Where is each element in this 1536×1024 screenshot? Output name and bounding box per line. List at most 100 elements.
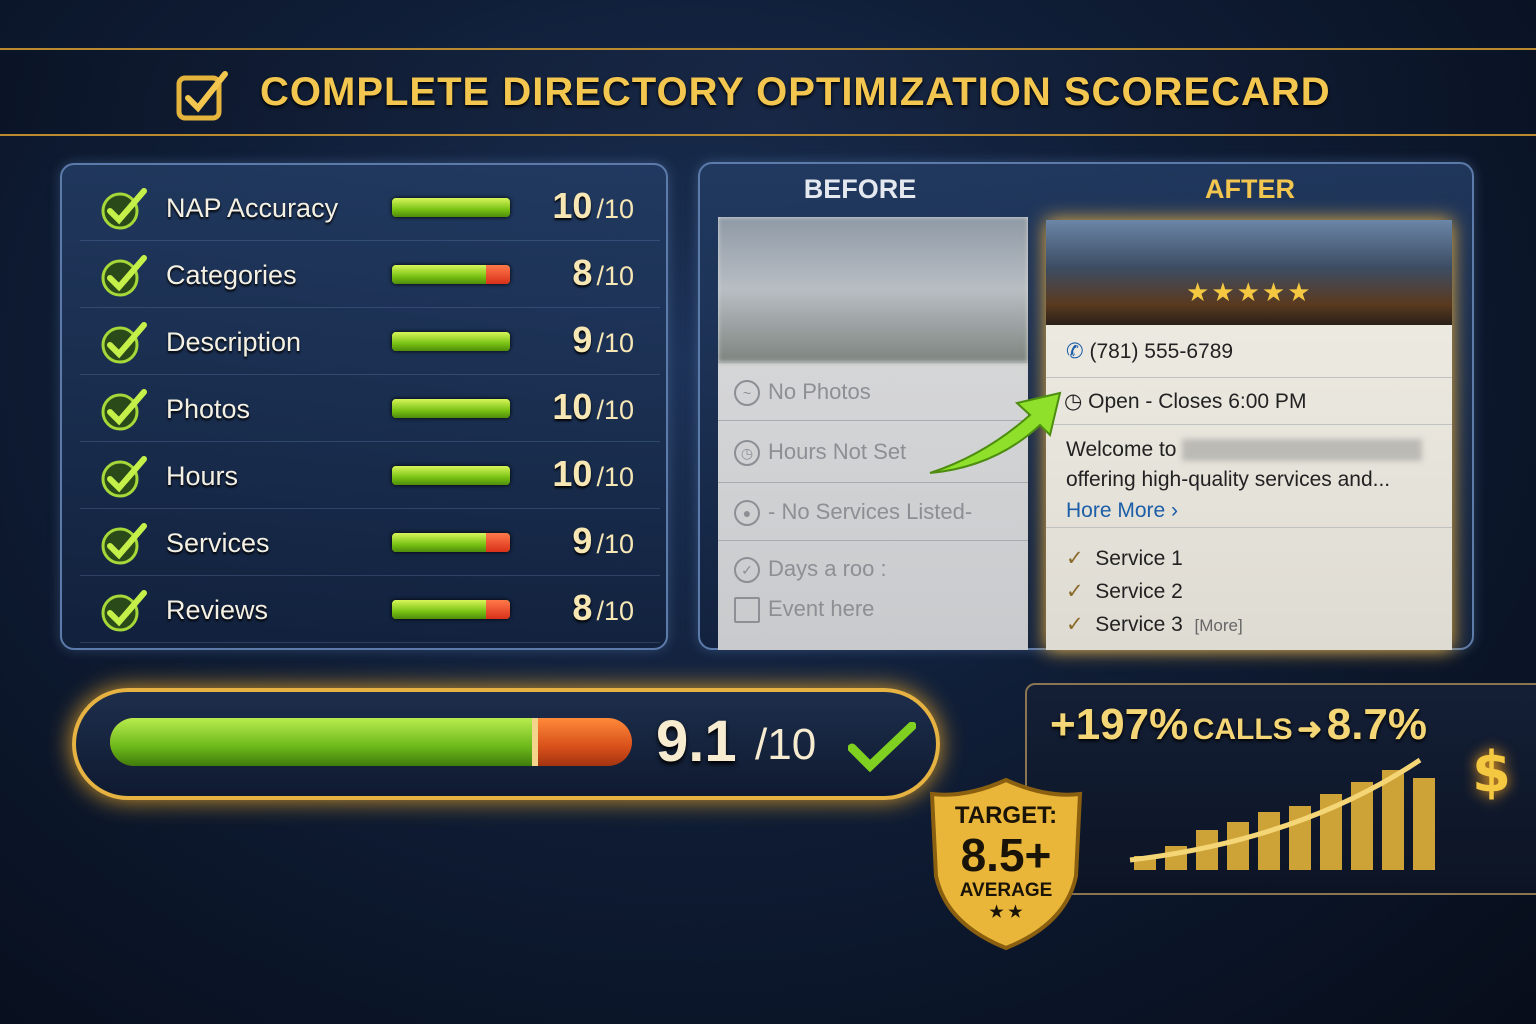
before-listing-card: ~ No Photos ◷ Hours Not Set ● - No Services…	[718, 217, 1028, 650]
before-row-events: ✓ Days a roo : Event here	[718, 540, 1028, 650]
scorecard-row: Reviews 8/10	[80, 577, 660, 643]
services-list: ✓ Service 1 ✓ Service 2 ✓ Service 3 [Mor…	[1066, 542, 1243, 642]
score-readout: 10/10	[514, 185, 654, 231]
score-bar	[392, 533, 510, 552]
score-bar-deficit	[486, 600, 510, 619]
dollar-icon: $	[1472, 740, 1511, 805]
growth-bar	[1351, 782, 1373, 870]
score-bar	[392, 265, 510, 284]
check-icon: ✓	[1066, 613, 1084, 636]
score-value: 8	[572, 587, 593, 628]
calls-increase: +197%	[1050, 700, 1189, 749]
services-more-link[interactable]: [More]	[1194, 616, 1243, 635]
score-label: Reviews	[166, 595, 269, 625]
score-value: 9	[572, 520, 593, 561]
growth-bar	[1382, 770, 1404, 870]
score-value: 10	[552, 453, 593, 494]
scorecard-row: Services 9/10	[80, 510, 660, 576]
before-row-services: ● - No Services Listed-	[718, 482, 1028, 540]
welcome-text: Welcome to	[1066, 438, 1177, 461]
after-header: AFTER	[1205, 174, 1295, 204]
score-value: 9	[572, 319, 593, 360]
description-row: Welcome to offering high-quality service…	[1046, 425, 1452, 528]
score-max: /10	[596, 261, 634, 291]
before-header: BEFORE	[803, 174, 917, 204]
score-readout: 8/10	[514, 252, 654, 298]
score-label: Categories	[166, 260, 297, 290]
overall-score: 9.1	[656, 709, 737, 774]
score-readout: 9/10	[514, 319, 654, 365]
growth-bar	[1196, 830, 1218, 870]
score-readout: 8/10	[514, 587, 654, 633]
arrow-right-icon: ➜	[1297, 713, 1323, 746]
read-more-link[interactable]: Hore More ›	[1066, 499, 1179, 522]
score-bar-deficit	[486, 265, 510, 284]
score-bar-fill	[392, 600, 487, 619]
checkbox-icon	[176, 71, 228, 121]
scorecard-panel	[60, 163, 668, 650]
score-label: Photos	[166, 394, 251, 424]
score-bar-deficit	[486, 533, 510, 552]
overall-max: /10	[755, 720, 817, 769]
check-icon: ✓	[1066, 547, 1084, 570]
blurred-photo	[718, 217, 1028, 362]
before-row-text: Days a roo :	[768, 556, 887, 581]
before-row-hours: ◷ Hours Not Set	[718, 420, 1028, 482]
clock-icon: ◷	[734, 440, 760, 467]
phone-icon: ✆	[1066, 340, 1084, 363]
score-readout: 10/10	[514, 386, 654, 432]
scorecard-row: Photos 10/10	[80, 376, 660, 442]
score-bar-fill	[392, 533, 487, 552]
services-icon: ●	[734, 500, 760, 527]
rating-stars: ★★★★★	[1186, 278, 1313, 308]
target-label: TARGET:	[954, 802, 1058, 829]
score-readout: 9/10	[514, 520, 654, 566]
target-stars: ★ ★	[989, 904, 1023, 921]
hours-row: ◷ Open - Closes 6:00 PM	[1046, 378, 1452, 425]
score-bar	[392, 600, 510, 619]
target-value: 8.5+	[960, 829, 1052, 881]
score-bar	[392, 466, 510, 485]
check-icon	[101, 322, 147, 364]
score-max: /10	[596, 194, 634, 224]
check-icon: ✓	[1066, 580, 1084, 603]
growth-bar	[1413, 778, 1435, 870]
score-value: 10	[552, 386, 593, 427]
before-row-text: No Photos	[768, 379, 871, 404]
overall-progress-fill	[110, 718, 539, 766]
scorecard-row: Description 9/10	[80, 309, 660, 375]
score-value: 8	[572, 252, 593, 293]
check-icon	[848, 722, 916, 772]
clock-icon: ◷	[1064, 390, 1083, 413]
title-bar	[0, 48, 1536, 136]
check-circle-icon: ✓	[734, 557, 760, 584]
score-bar	[392, 198, 510, 217]
scorecard-row: NAP Accuracy 10/10	[80, 175, 660, 241]
check-icon	[101, 523, 147, 565]
trend-arrow	[1129, 757, 1422, 863]
growth-chart	[1129, 757, 1435, 870]
phone-row[interactable]: ✆ (781) 555-6789	[1046, 325, 1452, 378]
check-icon	[101, 389, 147, 431]
blurred-business-name	[1182, 439, 1423, 462]
before-row-photos: ~ No Photos	[718, 362, 1028, 420]
scorecard-row: Categories 8/10	[80, 242, 660, 308]
service-item: ✓ Service 2	[1066, 580, 1183, 603]
score-max: /10	[596, 328, 634, 358]
storefront-photo: ★★★★★	[1046, 220, 1452, 325]
hours-text: Open - Closes 6:00 PM	[1088, 390, 1307, 413]
phone-number[interactable]: (781) 555-6789	[1089, 340, 1234, 363]
overall-progress-track	[110, 718, 632, 766]
score-bar-fill	[392, 466, 510, 485]
page-title: COMPLETE DIRECTORY OPTIMIZATION SCORECAR…	[260, 70, 1331, 114]
score-bar-fill	[392, 198, 510, 217]
score-label: Hours	[166, 461, 239, 491]
score-bar	[392, 399, 510, 418]
service-item: ✓ Service 3 [More]	[1066, 613, 1243, 636]
check-icon	[101, 590, 147, 632]
check-icon	[101, 188, 147, 230]
score-label: Description	[166, 327, 302, 357]
score-max: /10	[596, 596, 634, 626]
calls-label: CALLS	[1192, 713, 1293, 746]
check-icon	[101, 456, 147, 498]
